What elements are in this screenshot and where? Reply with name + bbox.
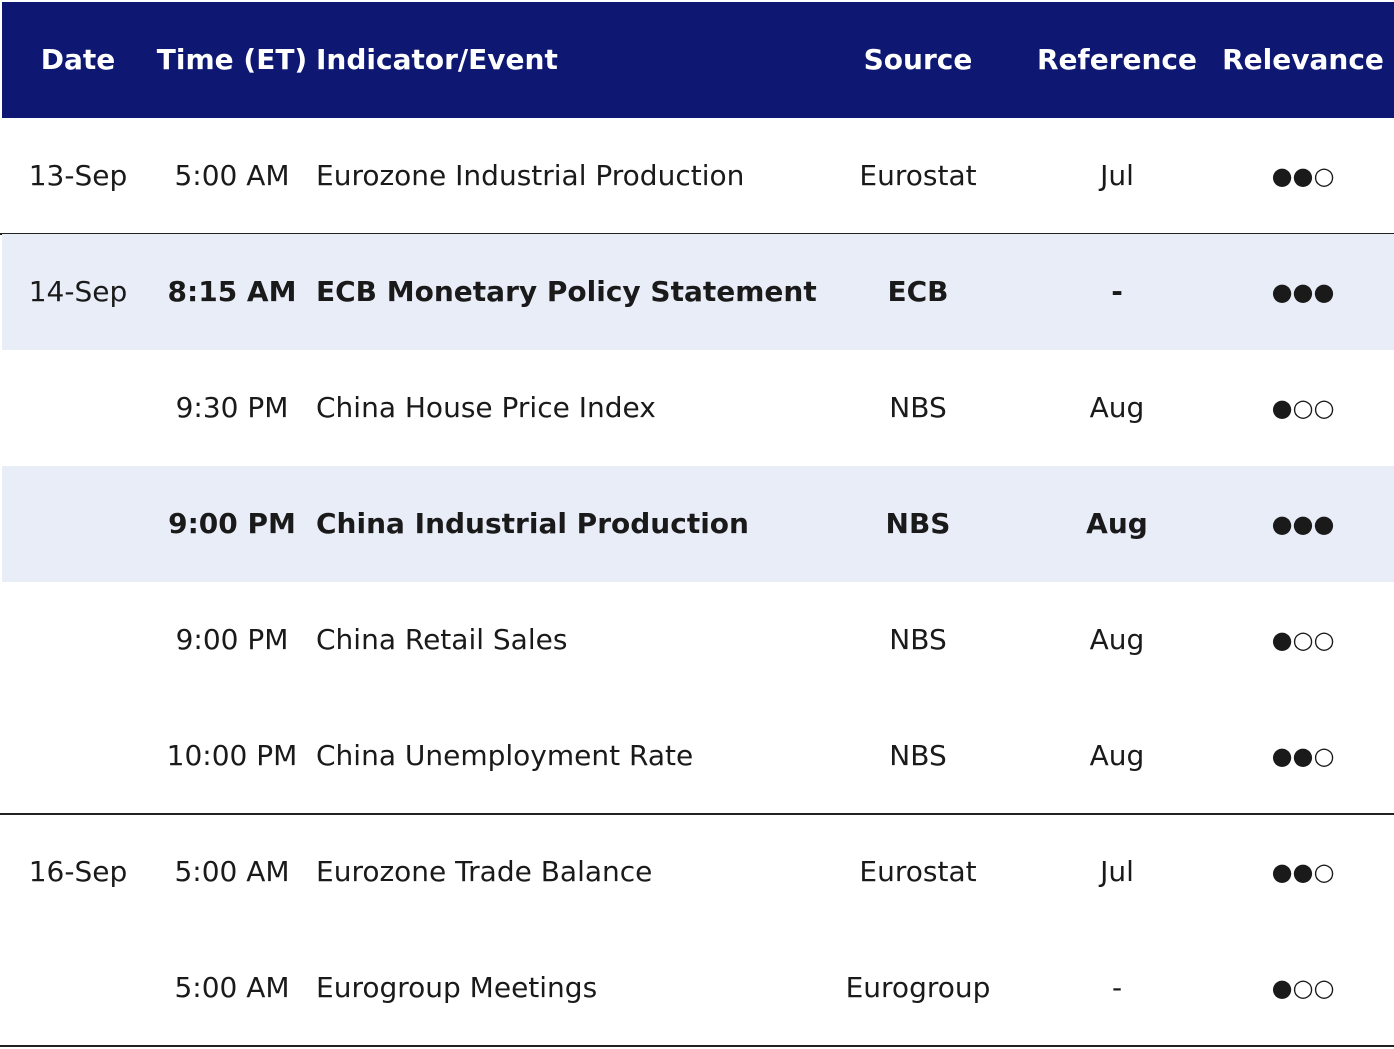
reference-cell: - <box>1111 971 1123 1004</box>
date-cell: 13-Sep <box>28 159 128 192</box>
reference-cell: Aug <box>1089 391 1145 424</box>
source-cell: NBS <box>889 391 947 424</box>
event-cell: China Retail Sales <box>316 623 568 656</box>
event-cell: Eurogroup Meetings <box>316 971 598 1004</box>
relevance-cell: ●●● <box>1271 510 1335 538</box>
relevance-cell: ●○○ <box>1271 974 1335 1002</box>
time-cell: 9:00 PM <box>175 623 289 656</box>
source-cell: NBS <box>885 507 951 540</box>
row-highlight <box>2 234 1394 350</box>
header-bar <box>2 2 1394 118</box>
reference-cell: - <box>1111 275 1123 308</box>
row-highlight <box>2 466 1394 582</box>
event-cell: China Industrial Production <box>316 507 749 540</box>
source-cell: NBS <box>889 623 947 656</box>
time-cell: 8:15 AM <box>167 275 297 308</box>
source-cell: Eurogroup <box>845 971 991 1004</box>
group-separator <box>0 813 1394 815</box>
relevance-cell: ●●● <box>1271 278 1335 306</box>
time-cell: 5:00 AM <box>174 159 290 192</box>
relevance-cell: ●●○ <box>1271 742 1335 770</box>
relevance-cell: ●●○ <box>1271 858 1335 886</box>
header-time: Time (ET) <box>156 43 308 76</box>
time-cell: 5:00 AM <box>174 855 290 888</box>
date-cell: 14-Sep <box>28 275 128 308</box>
group-separator <box>0 1045 1394 1047</box>
reference-cell: Jul <box>1100 159 1134 192</box>
header-event: Indicator/Event <box>316 43 558 76</box>
event-cell: China Unemployment Rate <box>316 739 694 772</box>
event-cell: ECB Monetary Policy Statement <box>316 275 817 308</box>
relevance-cell: ●○○ <box>1271 394 1335 422</box>
source-cell: ECB <box>887 275 949 308</box>
time-cell: 10:00 PM <box>166 739 298 772</box>
header-source: Source <box>863 43 973 76</box>
time-cell: 9:00 PM <box>168 507 296 540</box>
time-cell: 9:30 PM <box>175 391 289 424</box>
event-cell: China House Price Index <box>316 391 656 424</box>
source-cell: NBS <box>889 739 947 772</box>
time-cell: 5:00 AM <box>174 971 290 1004</box>
reference-cell: Aug <box>1089 739 1145 772</box>
reference-cell: Aug <box>1086 507 1148 540</box>
header-reference: Reference <box>1036 43 1198 76</box>
date-cell: 16-Sep <box>28 855 128 888</box>
relevance-cell: ●●○ <box>1271 162 1335 190</box>
header-date: Date <box>40 43 116 76</box>
source-cell: Eurostat <box>859 159 977 192</box>
event-cell: Eurozone Trade Balance <box>316 855 653 888</box>
reference-cell: Aug <box>1089 623 1145 656</box>
header-relevance: Relevance <box>1222 43 1384 76</box>
event-cell: Eurozone Industrial Production <box>316 159 745 192</box>
reference-cell: Jul <box>1100 855 1134 888</box>
source-cell: Eurostat <box>859 855 977 888</box>
relevance-cell: ●○○ <box>1271 626 1335 654</box>
